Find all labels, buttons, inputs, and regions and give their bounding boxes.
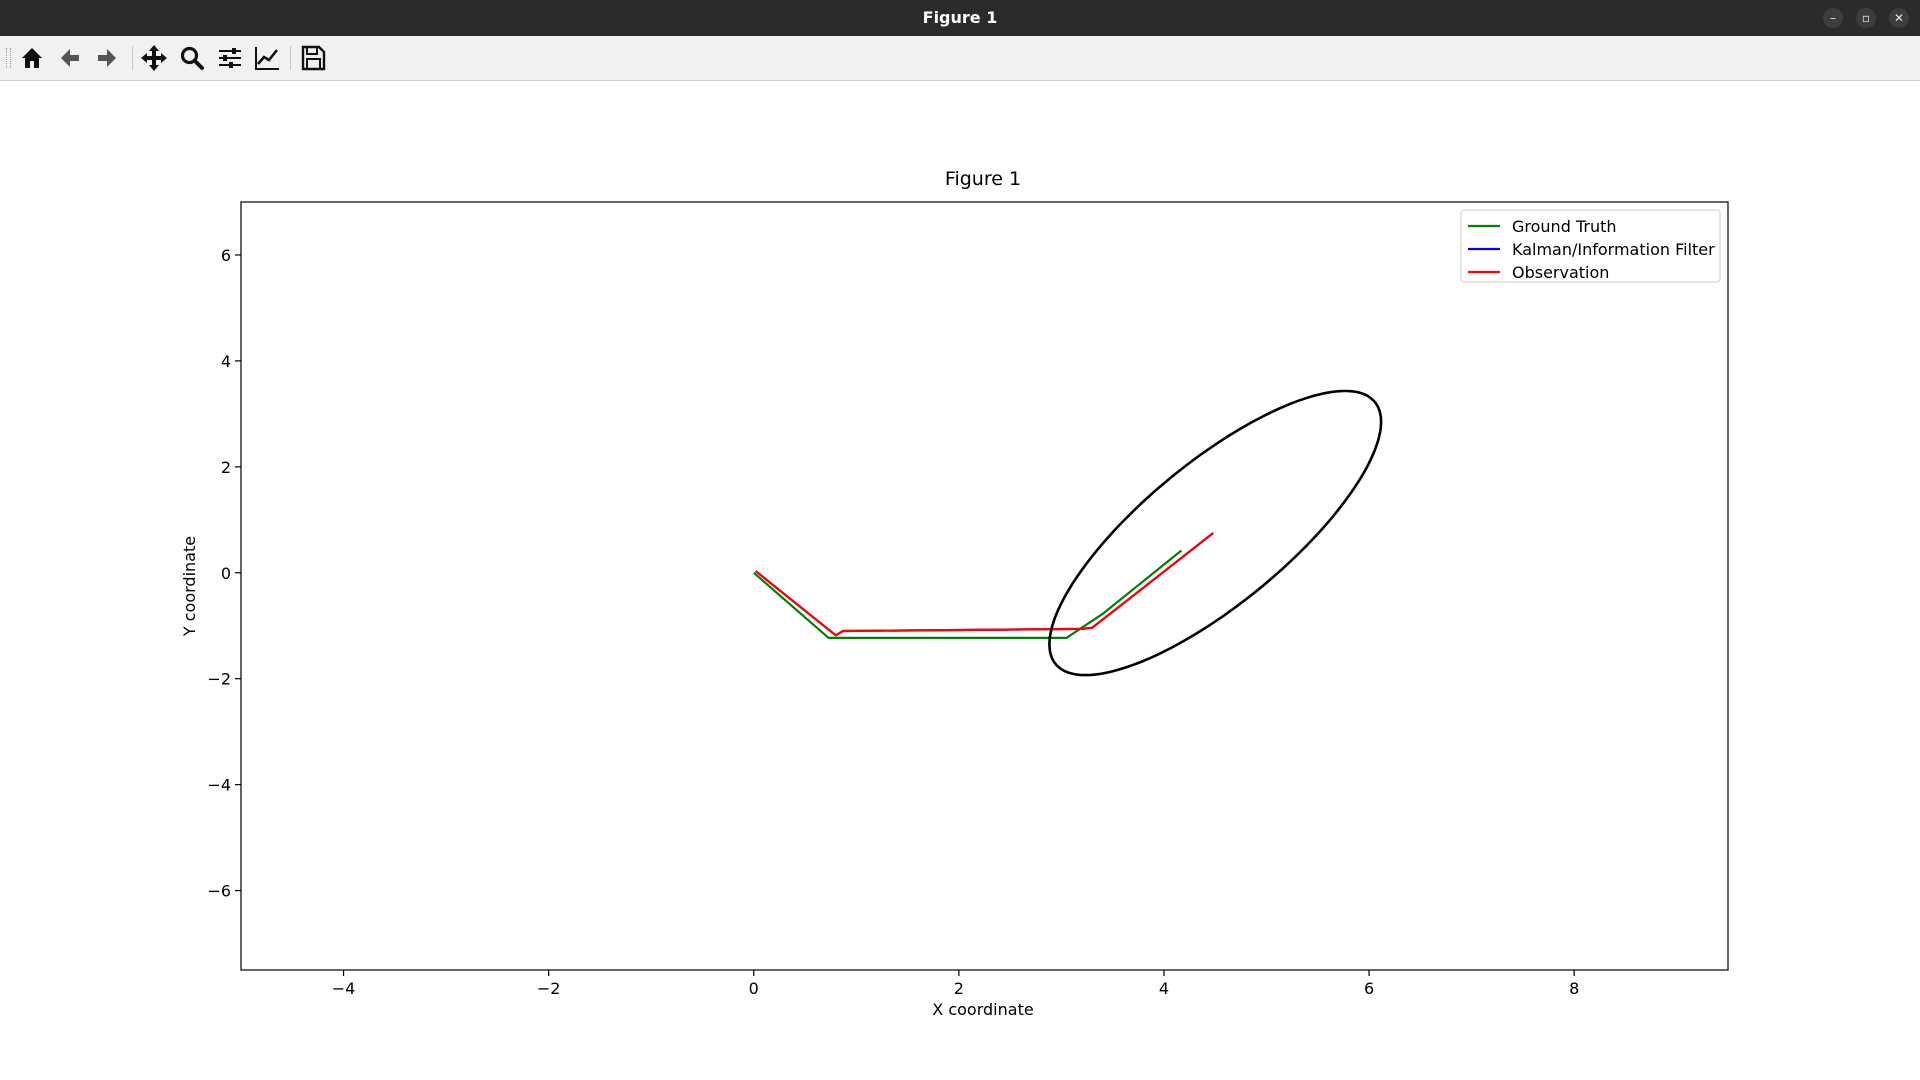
close-button[interactable]: ✕ <box>1889 8 1909 28</box>
save-button[interactable] <box>298 43 328 73</box>
minimize-button[interactable]: – <box>1823 8 1843 28</box>
magnifier-icon <box>180 46 204 70</box>
legend-box <box>1460 209 1721 283</box>
series-line-kalman-information-filter <box>755 532 1214 637</box>
legend: Ground Truth Kalman/Information Filter Obs… <box>1460 209 1721 283</box>
y-tick-label: −2 <box>207 670 231 689</box>
axes-frame <box>240 201 1729 971</box>
window-title: Figure 1 <box>922 8 998 27</box>
home-icon <box>22 48 42 68</box>
y-tick-label: 4 <box>221 352 231 371</box>
x-tick-label: 6 <box>1364 979 1374 998</box>
zoom-button[interactable] <box>177 43 207 73</box>
toolbar-separator <box>132 46 133 70</box>
toolbar-separator <box>290 46 291 70</box>
series-line-ground-truth <box>753 549 1183 640</box>
restore-button[interactable]: ▫ <box>1856 8 1876 28</box>
y-tick-label: 0 <box>221 564 231 583</box>
x-tick-label: −2 <box>537 979 561 998</box>
edit-axis-button[interactable] <box>252 43 282 73</box>
x-tick-label: 2 <box>954 979 964 998</box>
figure-canvas: Figure 1 −4 −2 0 2 4 6 8 −6 −4 −2 0 2 4 6 X coordinat… <box>180 168 1729 1019</box>
y-tick-label: −4 <box>207 776 231 795</box>
x-tick-label: 0 <box>749 979 759 998</box>
configure-subplots-button[interactable] <box>215 43 245 73</box>
x-tick-label: −4 <box>332 979 356 998</box>
legend-label: Observation <box>1512 263 1609 282</box>
y-tick-label: 6 <box>221 246 231 265</box>
pan-button[interactable] <box>139 43 169 73</box>
floppy-disk-icon <box>301 45 326 71</box>
arrow-left-icon <box>61 49 79 67</box>
chart-title: Figure 1 <box>945 168 1021 190</box>
window-titlebar: Figure 1 – ▫ ✕ <box>0 0 1920 36</box>
toolbar <box>0 36 1920 81</box>
series-line-observation <box>755 532 1214 637</box>
legend-label: Ground Truth <box>1512 217 1617 236</box>
legend-label: Kalman/Information Filter <box>1512 240 1715 259</box>
x-axis-label: X coordinate <box>932 1000 1033 1019</box>
axis-ticks: −4 −2 0 2 4 6 8 −6 −4 −2 0 2 4 6 <box>207 246 1579 998</box>
move-icon <box>141 45 167 71</box>
forward-button[interactable] <box>92 43 122 73</box>
line-chart-icon <box>255 47 279 70</box>
covariance-ellipse <box>1048 389 1383 677</box>
sliders-icon <box>219 48 241 68</box>
y-axis-label: Y coordinate <box>180 536 199 637</box>
y-tick-label: 2 <box>221 458 231 477</box>
plot-content <box>753 389 1383 677</box>
back-button[interactable] <box>55 43 85 73</box>
y-tick-label: −6 <box>207 882 231 901</box>
x-tick-label: 8 <box>1569 979 1579 998</box>
x-tick-label: 4 <box>1159 979 1169 998</box>
toolbar-grip[interactable] <box>6 48 11 68</box>
arrow-right-icon <box>98 49 116 67</box>
home-button[interactable] <box>17 43 47 73</box>
